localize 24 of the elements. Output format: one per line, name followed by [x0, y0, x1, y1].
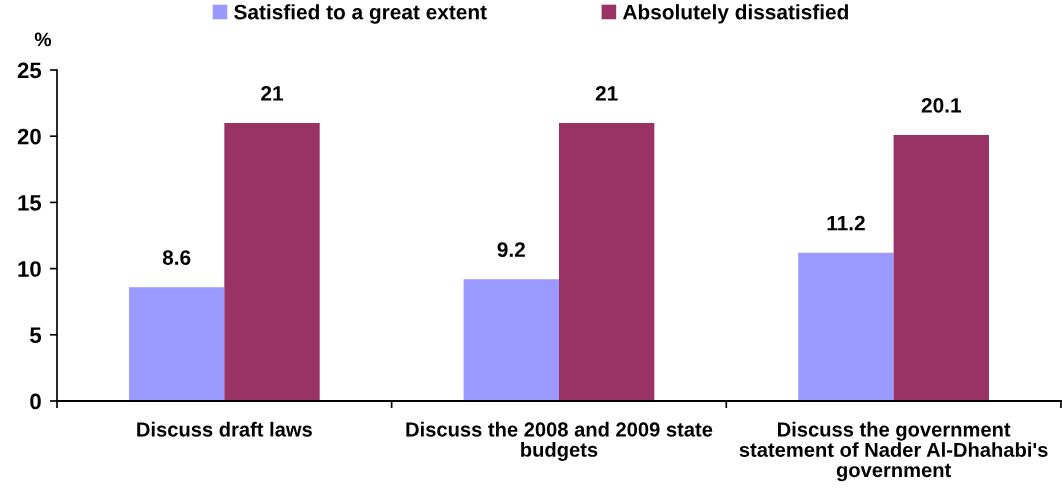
y-tick-label: 25	[17, 62, 42, 79]
y-axis-title: %	[34, 32, 52, 47]
y-tick-label: 15	[18, 195, 42, 211]
legend-label: Absolutely dissatisfied	[622, 4, 848, 24]
data-label: 20.1	[921, 97, 961, 113]
data-label: 8.6	[162, 250, 191, 265]
y-tick-label: 0	[30, 393, 41, 410]
y-tick-label: 10	[18, 261, 41, 277]
legend-label: Satisfied to a great extent	[234, 4, 487, 24]
x-tick-label: Discuss draft laws	[137, 421, 312, 437]
bar	[558, 122, 655, 401]
x-tick-label: Discuss the government statement of Nader Al-Dhahabi's government	[739, 421, 1048, 482]
data-label: 21	[261, 86, 284, 101]
bar	[463, 279, 559, 401]
data-label: 11.2	[827, 215, 865, 231]
x-tick-label: Discuss the 2008 and 2009 state budgets	[406, 421, 713, 461]
bar	[224, 122, 320, 401]
bar	[893, 134, 989, 401]
data-label: 21	[595, 86, 618, 101]
y-tick-label: 20	[17, 128, 41, 145]
y-tick-label: 5	[30, 327, 42, 344]
data-label: 9.2	[497, 242, 525, 258]
bar	[798, 252, 894, 401]
bar	[128, 287, 225, 401]
